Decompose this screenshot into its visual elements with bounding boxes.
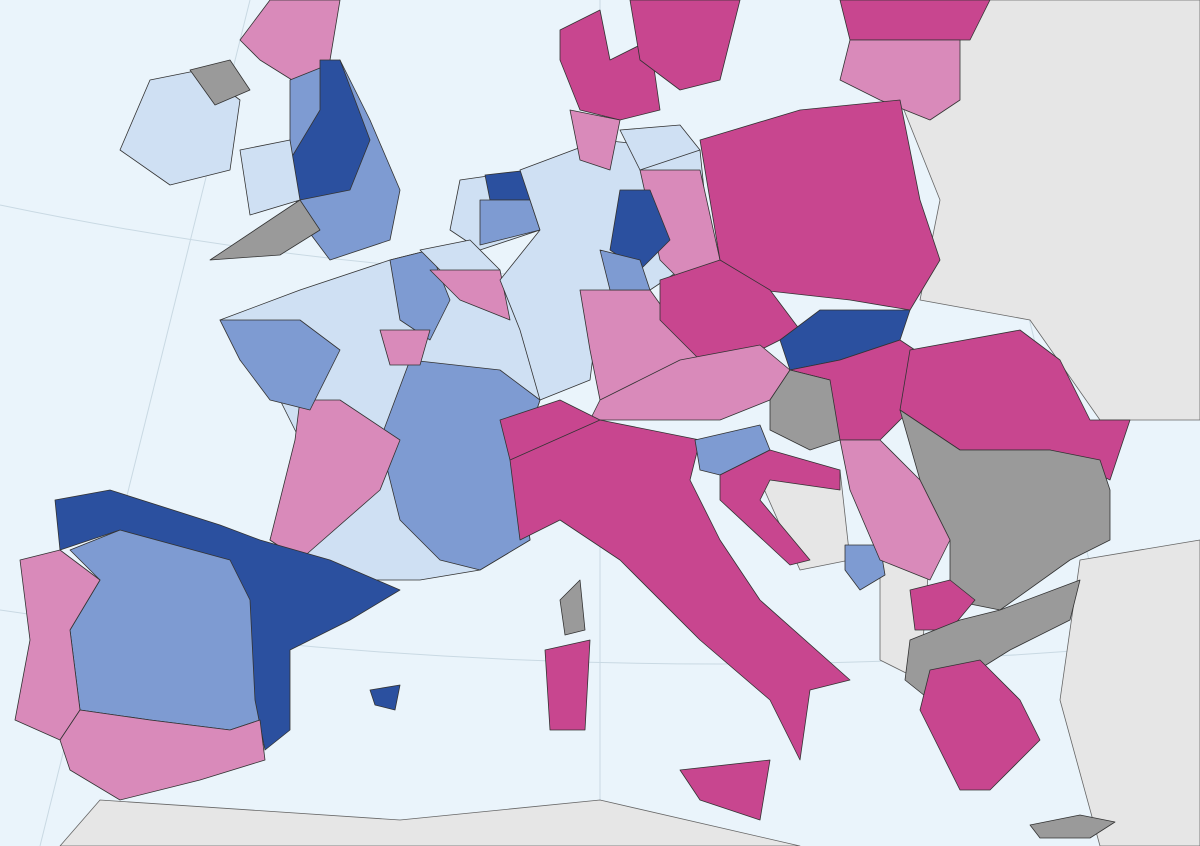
- region: [429, 269, 511, 321]
- region: [719, 449, 841, 566]
- region: [369, 684, 401, 711]
- region: [839, 39, 961, 121]
- region: [189, 59, 251, 106]
- region: [679, 759, 771, 821]
- region: [919, 659, 1041, 791]
- region: [619, 124, 701, 171]
- region: [909, 579, 976, 631]
- region: [839, 0, 991, 41]
- region: [219, 319, 341, 411]
- region: [119, 69, 241, 186]
- region: [544, 639, 591, 731]
- region: [379, 329, 431, 366]
- region: [609, 189, 671, 271]
- region: [559, 579, 586, 636]
- region: [59, 709, 266, 801]
- region: [839, 439, 951, 581]
- region: [509, 419, 851, 761]
- non-eu-land: [59, 0, 1200, 846]
- region: [269, 399, 401, 561]
- regions: [14, 0, 1131, 839]
- region: [569, 109, 621, 171]
- region: [379, 359, 541, 571]
- region: [209, 199, 321, 261]
- region: [559, 9, 661, 121]
- land: [1059, 539, 1200, 846]
- region: [289, 59, 371, 201]
- region: [54, 489, 401, 751]
- region: [1029, 814, 1116, 839]
- land: [59, 799, 801, 846]
- region: [599, 249, 651, 291]
- region: [629, 0, 741, 91]
